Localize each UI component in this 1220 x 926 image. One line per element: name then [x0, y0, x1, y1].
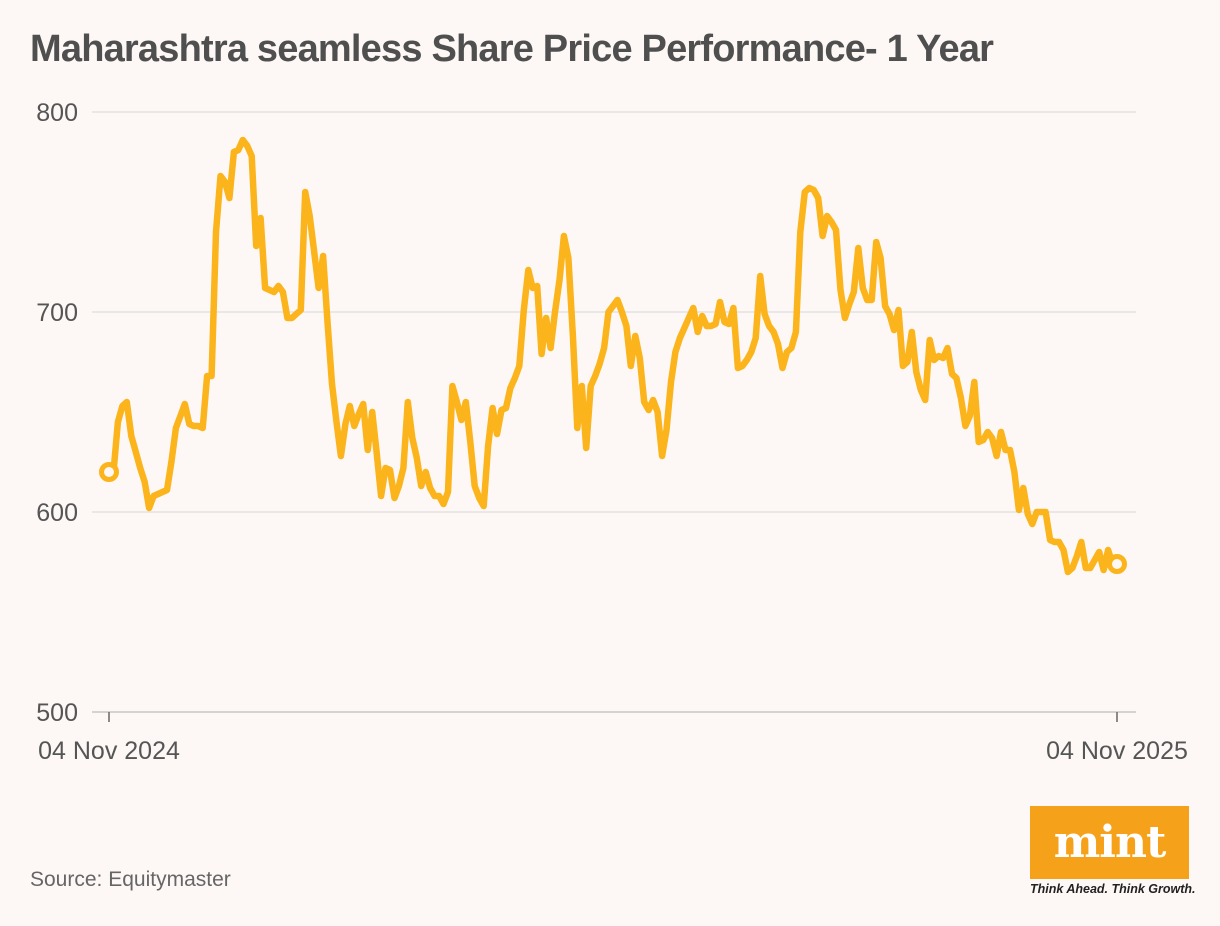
y-tick-label: 700 [36, 299, 78, 327]
price-line [105, 136, 1121, 576]
logo-wordmark: mint [1053, 817, 1167, 868]
y-tick-label: 800 [36, 99, 78, 127]
gridlines [92, 111, 1136, 713]
x-tick-label: 04 Nov 2025 [1046, 737, 1188, 765]
x-axis: 04 Nov 2024 04 Nov 2025 [38, 712, 1188, 765]
series-layer [99, 136, 1127, 576]
chart-title: Maharashtra seamless Share Price Perform… [30, 28, 994, 70]
logo-tagline: Think Ahead. Think Growth. [1030, 882, 1196, 896]
source-note: Source: Equitymaster [30, 868, 231, 891]
y-tick-label: 500 [36, 699, 78, 727]
y-tick-label: 600 [36, 499, 78, 527]
x-tick-label: 04 Nov 2024 [38, 737, 180, 765]
y-axis: 500 600 700 800 [36, 99, 78, 727]
start-point-marker [99, 462, 119, 482]
end-point-marker [1107, 554, 1127, 574]
mint-logo: mint [1030, 806, 1189, 879]
